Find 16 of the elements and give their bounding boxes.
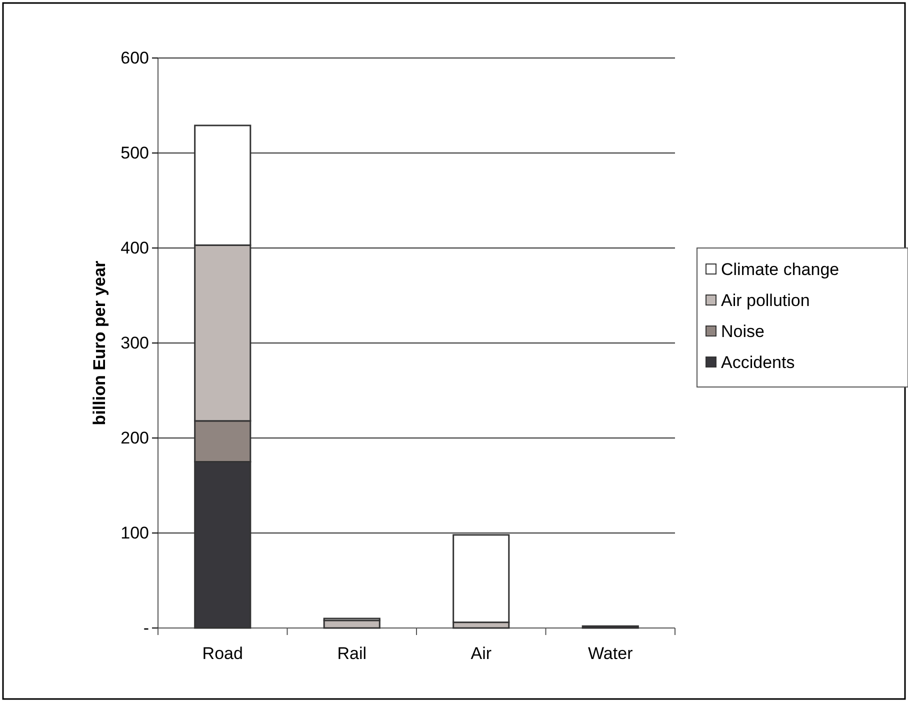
legend-label: Climate change [721,260,840,279]
y-tick-label: - [143,618,149,638]
x-tick-label: Air [470,644,492,663]
y-axis-title: billion Euro per year [90,260,109,426]
y-tick-label: 400 [120,238,149,258]
legend-label: Accidents [721,353,795,372]
legend-label: Air pollution [721,291,810,310]
y-tick-label: 600 [120,48,149,68]
y-tick-label: 500 [120,143,149,162]
y-tick-label: 200 [120,428,149,448]
x-tick-label: Rail [337,644,367,663]
y-tick-label: 100 [120,523,149,542]
x-tick-label: Water [588,644,634,663]
legend-label: Noise [721,322,764,341]
x-tick-label: Road [202,644,243,663]
y-tick-label: 300 [120,333,149,352]
